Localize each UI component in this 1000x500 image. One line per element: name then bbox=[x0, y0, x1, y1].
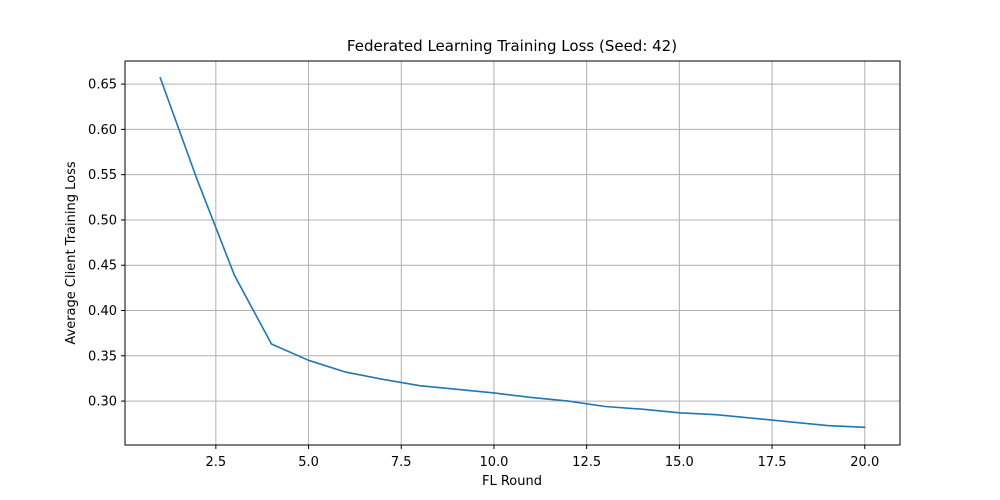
x-tick-label: 2.5 bbox=[206, 455, 227, 470]
y-tick-label: 0.50 bbox=[88, 213, 117, 228]
tick-layer: 2.5 5.0 7.5 10.0 12.5 15.0 17.5 20.0 0.30 0.35 0.4… bbox=[88, 78, 879, 470]
grid-layer bbox=[125, 61, 900, 445]
series-layer bbox=[159, 76, 866, 429]
y-axis-label: Average Client Training Loss bbox=[64, 161, 79, 344]
y-tick-label: 0.40 bbox=[88, 304, 117, 319]
x-tick-label: 7.5 bbox=[391, 455, 412, 470]
chart-title: Federated Learning Training Loss (Seed: … bbox=[347, 37, 677, 55]
x-axis-label: FL Round bbox=[482, 474, 542, 489]
y-tick-label: 0.45 bbox=[88, 259, 117, 274]
x-tick-label: 17.5 bbox=[758, 455, 787, 470]
plot-frame bbox=[124, 60, 901, 446]
y-tick-label: 0.60 bbox=[88, 123, 117, 138]
x-tick-label: 5.0 bbox=[298, 455, 319, 470]
y-tick-label: 0.35 bbox=[88, 349, 117, 364]
y-tick-label: 0.55 bbox=[88, 168, 117, 183]
x-tick-label: 10.0 bbox=[479, 455, 508, 470]
y-tick-label: 0.65 bbox=[88, 78, 117, 93]
x-tick-label: 20.0 bbox=[850, 455, 879, 470]
x-tick-label: 12.5 bbox=[572, 455, 601, 470]
x-tick-label: 15.0 bbox=[665, 455, 694, 470]
series-line bbox=[159, 76, 866, 429]
y-tick-label: 0.30 bbox=[88, 395, 117, 410]
